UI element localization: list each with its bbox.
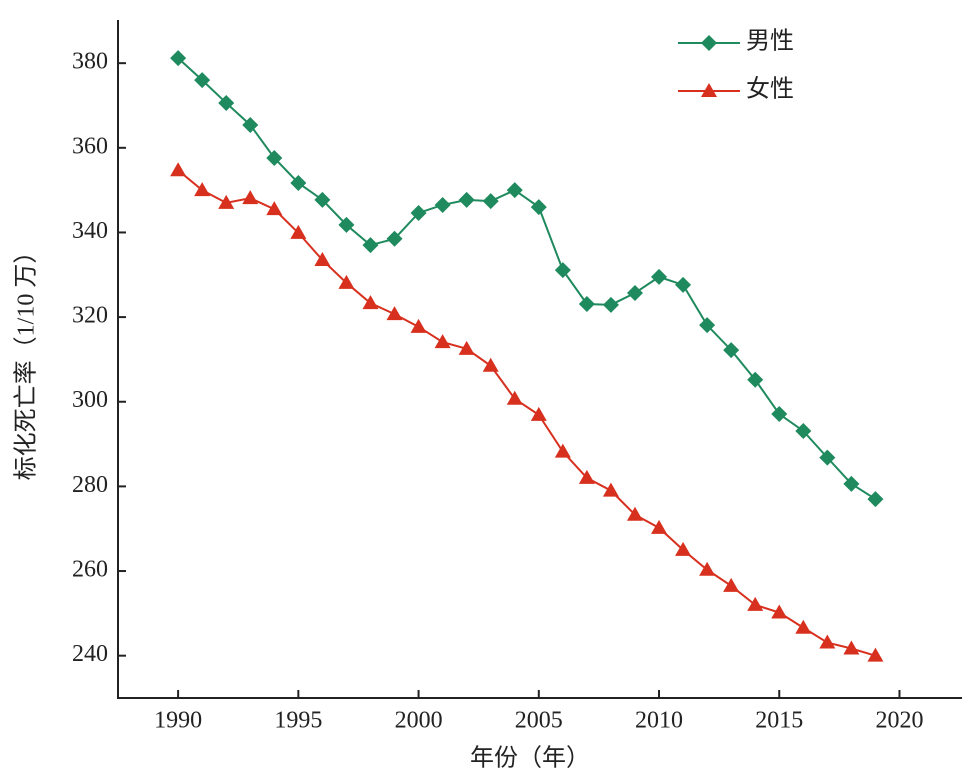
x-tick-label: 2015 bbox=[755, 708, 803, 734]
marker bbox=[218, 94, 235, 111]
marker bbox=[867, 491, 884, 508]
marker bbox=[795, 422, 812, 439]
marker bbox=[699, 561, 716, 576]
x-axis-label: 年份（年） bbox=[470, 745, 590, 772]
marker bbox=[747, 596, 764, 611]
marker bbox=[530, 199, 547, 216]
marker bbox=[386, 306, 403, 321]
marker bbox=[843, 475, 860, 492]
marker bbox=[675, 541, 692, 556]
marker bbox=[482, 193, 499, 210]
marker bbox=[819, 449, 836, 466]
marker bbox=[578, 295, 595, 312]
marker bbox=[602, 482, 619, 497]
y-tick-label: 260 bbox=[72, 557, 108, 583]
marker bbox=[795, 619, 812, 634]
series-line bbox=[177, 169, 876, 657]
marker bbox=[651, 519, 668, 534]
marker bbox=[194, 72, 211, 89]
marker bbox=[362, 295, 379, 310]
marker bbox=[771, 406, 788, 423]
y-tick-label: 280 bbox=[72, 472, 108, 498]
y-tick-label: 380 bbox=[72, 49, 108, 75]
marker bbox=[867, 647, 884, 662]
y-tick-label: 240 bbox=[72, 641, 108, 667]
marker bbox=[266, 201, 283, 216]
marker bbox=[362, 237, 379, 254]
marker bbox=[723, 577, 740, 592]
marker bbox=[410, 204, 427, 221]
marker bbox=[266, 149, 283, 166]
marker bbox=[170, 162, 187, 177]
marker bbox=[170, 50, 187, 67]
marker bbox=[338, 216, 355, 233]
marker bbox=[314, 191, 331, 208]
x-tick-label: 1995 bbox=[274, 708, 322, 734]
marker bbox=[675, 276, 692, 293]
y-tick-label: 300 bbox=[72, 387, 108, 413]
marker bbox=[386, 230, 403, 247]
marker bbox=[338, 274, 355, 289]
marker bbox=[482, 357, 499, 372]
x-tick-label: 2020 bbox=[875, 708, 923, 734]
marker bbox=[290, 174, 307, 191]
marker bbox=[602, 296, 619, 313]
marker bbox=[194, 182, 211, 197]
marker bbox=[458, 191, 475, 208]
legend-marker bbox=[701, 83, 717, 97]
marker bbox=[651, 268, 668, 285]
marker bbox=[218, 194, 235, 209]
marker bbox=[747, 371, 764, 388]
marker bbox=[699, 317, 716, 334]
marker bbox=[771, 604, 788, 619]
marker bbox=[626, 284, 643, 301]
y-tick-label: 340 bbox=[72, 218, 108, 244]
y-axis-label: 标化死亡率（1/10 万） bbox=[13, 240, 40, 481]
marker bbox=[458, 340, 475, 355]
marker bbox=[819, 634, 836, 649]
legend-label: 男性 bbox=[746, 28, 794, 55]
y-tick-label: 320 bbox=[72, 303, 108, 329]
marker bbox=[506, 390, 523, 405]
marker bbox=[578, 469, 595, 484]
x-tick-label: 2010 bbox=[635, 708, 683, 734]
marker bbox=[506, 182, 523, 199]
marker bbox=[242, 116, 259, 133]
series-line bbox=[177, 57, 876, 500]
marker bbox=[290, 224, 307, 239]
marker bbox=[554, 262, 571, 279]
marker bbox=[410, 318, 427, 333]
marker bbox=[314, 251, 331, 266]
legend-marker bbox=[701, 35, 717, 51]
legend-label: 女性 bbox=[746, 76, 794, 103]
marker bbox=[554, 443, 571, 458]
x-tick-label: 2005 bbox=[515, 708, 563, 734]
marker bbox=[530, 406, 547, 421]
marker bbox=[723, 342, 740, 359]
x-tick-label: 2000 bbox=[395, 708, 443, 734]
marker bbox=[843, 640, 860, 655]
x-tick-label: 1990 bbox=[154, 708, 202, 734]
y-tick-label: 360 bbox=[72, 133, 108, 159]
marker bbox=[434, 196, 451, 213]
marker bbox=[626, 506, 643, 521]
marker bbox=[434, 334, 451, 349]
marker bbox=[242, 190, 259, 205]
